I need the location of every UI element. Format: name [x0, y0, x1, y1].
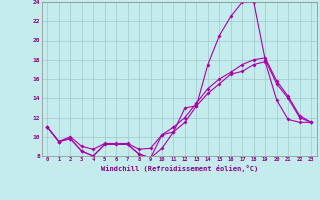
X-axis label: Windchill (Refroidissement éolien,°C): Windchill (Refroidissement éolien,°C): [100, 165, 258, 172]
